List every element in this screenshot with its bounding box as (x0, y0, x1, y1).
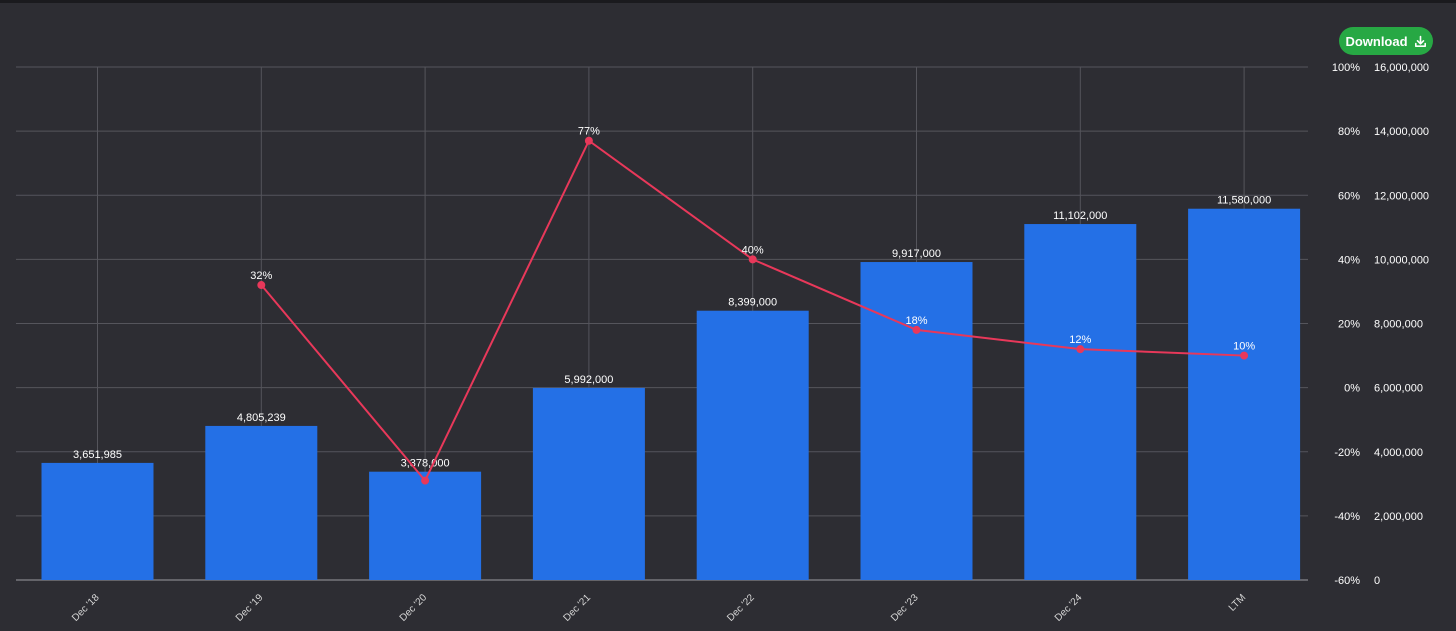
percent-axis-tick-label: -60% (1334, 575, 1360, 587)
x-axis-category-label: Dec '18 (70, 592, 102, 624)
download-label: Download (1345, 33, 1408, 49)
growth-percent-label: 32% (250, 270, 272, 282)
percent-axis-tick-label: 0% (1344, 383, 1360, 395)
value-axis-tick-label: 14,000,000 (1374, 126, 1429, 138)
x-axis-ticks: Dec '18 Dec '19 Dec '20 Dec '21 Dec '22 Dec '… (70, 592, 1248, 624)
growth-point (912, 325, 921, 334)
growth-percent-labels: 32% 77% 40% 18% 12% 10% (250, 126, 1255, 353)
bar-value-label: 4,805,239 (237, 412, 286, 424)
percent-axis-tick-label: 100% (1332, 62, 1360, 74)
bar (696, 310, 809, 580)
bar-value-label: 3,651,985 (73, 449, 122, 461)
x-axis-category-label: Dec '19 (234, 592, 266, 624)
growth-point (748, 255, 757, 264)
bar-value-label: 9,917,000 (892, 248, 941, 260)
x-axis-category-label: Dec '22 (725, 592, 757, 624)
bar-series (41, 208, 1301, 581)
value-axis-tick-label: 12,000,000 (1374, 190, 1429, 202)
download-button[interactable]: Download (1339, 27, 1433, 55)
growth-percent-label: 40% (742, 244, 764, 256)
growth-line-series (257, 136, 1249, 485)
value-axis-tick-label: 0 (1374, 575, 1380, 587)
growth-point (421, 476, 430, 485)
value-axis-tick-label: 10,000,000 (1374, 254, 1429, 266)
bar-value-label: 11,102,000 (1053, 210, 1107, 222)
growth-point (584, 136, 593, 145)
bar (1188, 208, 1301, 580)
top-border (0, 0, 1456, 3)
x-axis-category-label: Dec '20 (398, 592, 430, 624)
bar (205, 425, 318, 580)
bar-value-label: 8,399,000 (728, 297, 777, 309)
x-axis-category-label: LTM (1227, 592, 1248, 613)
download-icon (1414, 35, 1426, 47)
value-axis-tick-label: 2,000,000 (1374, 511, 1423, 523)
left-axis-ticks: 100% 80% 60% 40% 20% 0% -20% -40% -60% (1332, 62, 1360, 587)
growth-point (1076, 345, 1085, 354)
value-axis-tick-label: 6,000,000 (1374, 383, 1423, 395)
percent-axis-tick-label: -40% (1334, 511, 1360, 523)
percent-axis-tick-label: -20% (1334, 447, 1360, 459)
percent-axis-tick-label: 80% (1338, 126, 1360, 138)
bar-value-label: 5,992,000 (564, 374, 613, 386)
bar (532, 387, 645, 580)
percent-axis-tick-label: 20% (1338, 319, 1360, 331)
percent-axis-tick-label: 40% (1338, 254, 1360, 266)
bar-value-label: 11,580,000 (1217, 195, 1271, 207)
growth-percent-label: 18% (905, 315, 927, 327)
value-axis-tick-label: 8,000,000 (1374, 319, 1423, 331)
growth-point (1240, 351, 1249, 360)
x-axis-category-label: Dec '23 (889, 592, 921, 624)
bar (860, 262, 973, 580)
value-axis-tick-label: 16,000,000 (1374, 62, 1429, 74)
growth-percent-label: 77% (578, 126, 600, 138)
x-axis-category-label: Dec '24 (1053, 592, 1085, 624)
bar (1024, 224, 1137, 581)
bar (41, 462, 154, 580)
bar (369, 471, 482, 580)
growth-percent-label: 12% (1069, 334, 1091, 346)
x-axis-category-label: Dec '21 (561, 592, 593, 624)
value-axis-tick-label: 4,000,000 (1374, 447, 1423, 459)
growth-point (257, 281, 266, 290)
right-axis-ticks: 16,000,000 14,000,000 12,000,000 10,000,000… (1374, 62, 1429, 587)
percent-axis-tick-label: 60% (1338, 190, 1360, 202)
growth-percent-label: 10% (1233, 341, 1255, 353)
